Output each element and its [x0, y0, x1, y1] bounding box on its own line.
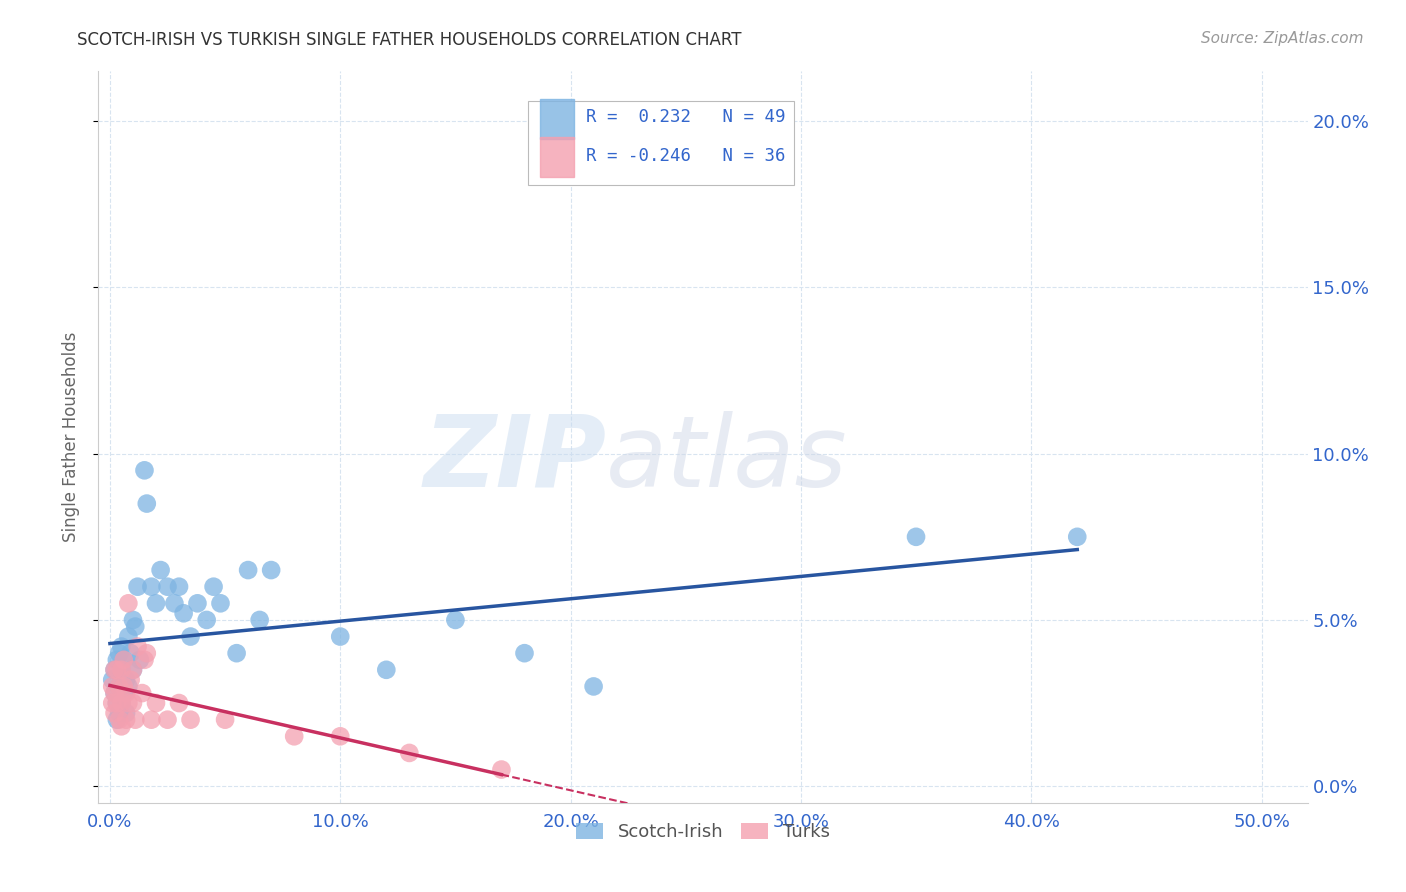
Point — [103, 663, 125, 677]
Point — [156, 713, 179, 727]
Point — [117, 680, 139, 694]
Text: atlas: atlas — [606, 410, 848, 508]
Point — [127, 580, 149, 594]
Point — [134, 653, 156, 667]
Point — [122, 663, 145, 677]
Point — [398, 746, 420, 760]
Point — [127, 640, 149, 654]
Point — [115, 673, 138, 687]
Point — [905, 530, 928, 544]
Legend: Scotch-Irish, Turks: Scotch-Irish, Turks — [569, 816, 837, 848]
FancyBboxPatch shape — [540, 99, 574, 139]
FancyBboxPatch shape — [527, 101, 793, 185]
Point — [115, 706, 138, 720]
Point — [202, 580, 225, 594]
Point — [120, 646, 142, 660]
Point — [135, 497, 157, 511]
Point — [122, 613, 145, 627]
Point — [513, 646, 536, 660]
Point — [103, 686, 125, 700]
Text: R = -0.246   N = 36: R = -0.246 N = 36 — [586, 147, 785, 165]
Point — [112, 686, 135, 700]
Point — [225, 646, 247, 660]
Point — [117, 696, 139, 710]
Point — [283, 729, 305, 743]
Point — [134, 463, 156, 477]
Point — [115, 713, 138, 727]
Point — [491, 763, 513, 777]
Point — [105, 713, 128, 727]
Point — [110, 663, 132, 677]
Point — [167, 580, 190, 594]
Point — [173, 607, 195, 621]
Point — [122, 663, 145, 677]
Point — [110, 696, 132, 710]
Point — [112, 653, 135, 667]
Point — [149, 563, 172, 577]
Point — [122, 696, 145, 710]
Point — [249, 613, 271, 627]
Point — [124, 713, 146, 727]
Point — [180, 713, 202, 727]
Point — [135, 646, 157, 660]
Point — [163, 596, 186, 610]
Point — [186, 596, 208, 610]
Point — [582, 680, 605, 694]
Point — [141, 580, 163, 594]
Point — [105, 653, 128, 667]
Point — [195, 613, 218, 627]
Point — [117, 596, 139, 610]
Point — [444, 613, 467, 627]
Point — [108, 706, 131, 720]
Point — [214, 713, 236, 727]
Point — [108, 646, 131, 660]
Y-axis label: Single Father Households: Single Father Households — [62, 332, 80, 542]
Point — [108, 680, 131, 694]
Point — [180, 630, 202, 644]
Point — [103, 663, 125, 677]
Point — [120, 673, 142, 687]
Point — [145, 696, 167, 710]
Point — [108, 713, 131, 727]
Point — [141, 713, 163, 727]
Point — [101, 680, 124, 694]
Point — [329, 630, 352, 644]
Point — [1066, 530, 1088, 544]
FancyBboxPatch shape — [540, 136, 574, 177]
Point — [124, 619, 146, 633]
Point — [101, 696, 124, 710]
Text: ZIP: ZIP — [423, 410, 606, 508]
Point — [131, 686, 153, 700]
Text: SCOTCH-IRISH VS TURKISH SINGLE FATHER HOUSEHOLDS CORRELATION CHART: SCOTCH-IRISH VS TURKISH SINGLE FATHER HO… — [77, 31, 742, 49]
Point — [236, 563, 259, 577]
Point — [128, 653, 150, 667]
Point — [110, 640, 132, 654]
Point — [105, 663, 128, 677]
Point — [145, 596, 167, 610]
Point — [110, 719, 132, 733]
Point — [117, 630, 139, 644]
Point — [101, 673, 124, 687]
Point — [260, 563, 283, 577]
Point — [103, 706, 125, 720]
Point — [103, 686, 125, 700]
Point — [110, 663, 132, 677]
Point — [108, 680, 131, 694]
Point — [105, 696, 128, 710]
Point — [156, 580, 179, 594]
Point — [209, 596, 232, 610]
Point — [375, 663, 398, 677]
Point — [110, 696, 132, 710]
Text: Source: ZipAtlas.com: Source: ZipAtlas.com — [1201, 31, 1364, 46]
Point — [167, 696, 190, 710]
Point — [115, 686, 138, 700]
Text: R =  0.232   N = 49: R = 0.232 N = 49 — [586, 108, 785, 126]
Point — [329, 729, 352, 743]
Point — [112, 653, 135, 667]
Point — [105, 696, 128, 710]
Point — [112, 680, 135, 694]
